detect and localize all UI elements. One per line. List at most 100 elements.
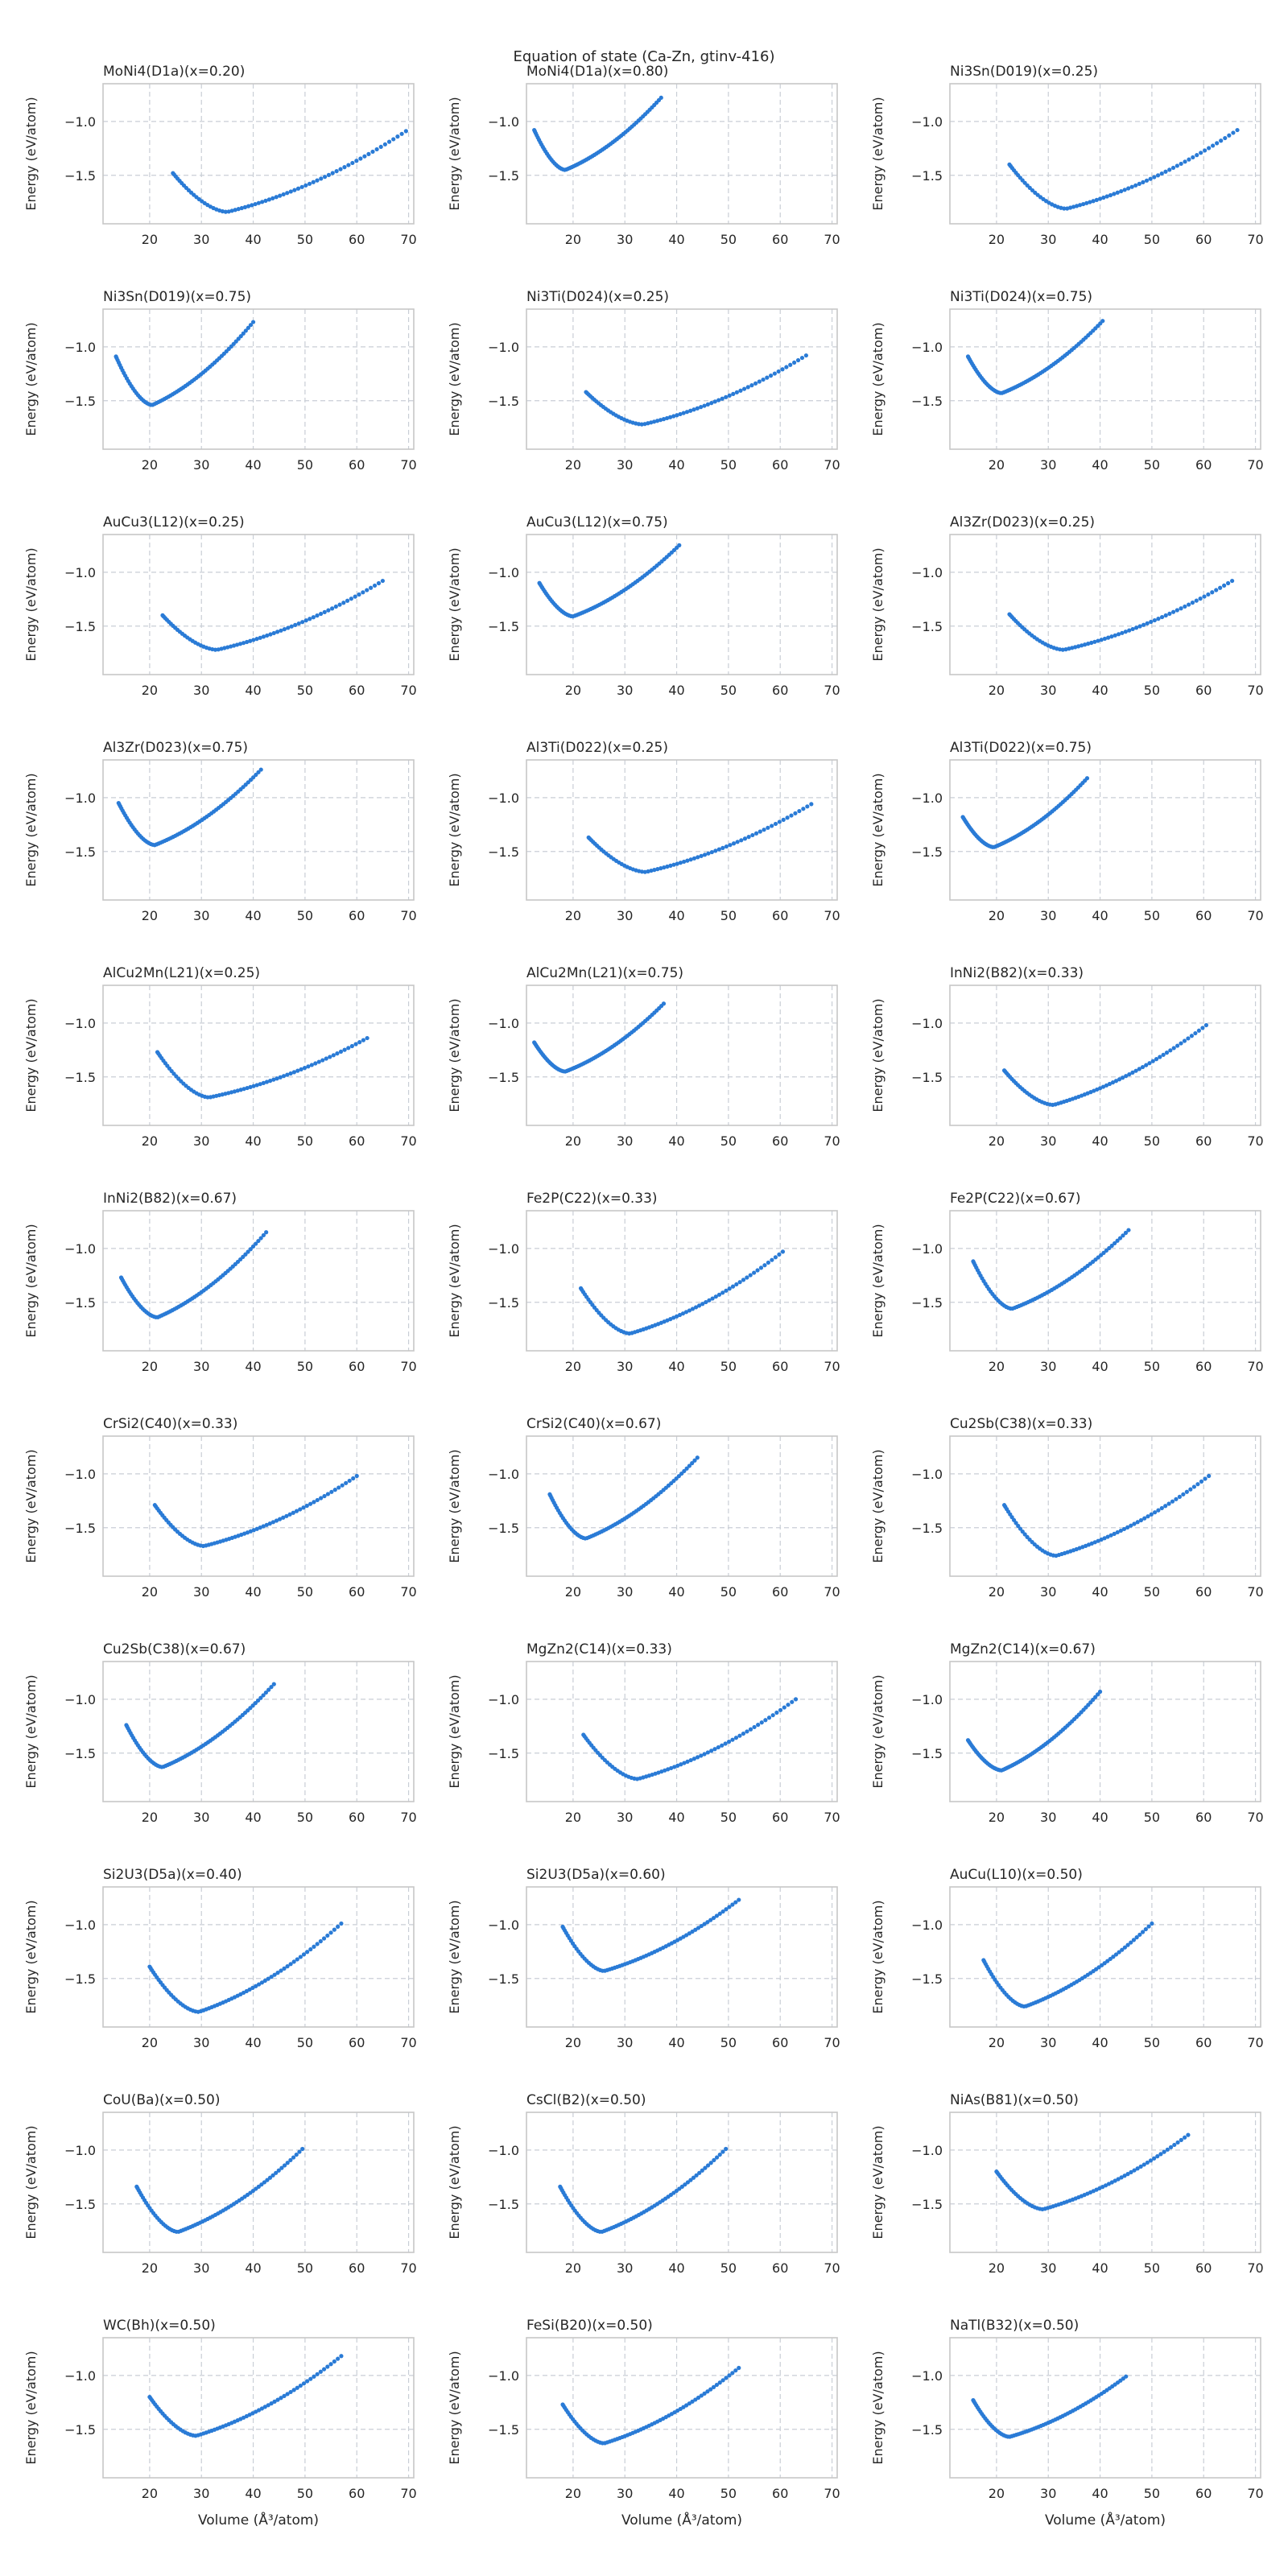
data-point	[680, 1311, 686, 1316]
subplot-title: Ni3Ti(D024)(x=0.75)	[950, 289, 1092, 305]
subplot-panel: NiAs(B81)(x=0.50) 20 30 40 50 60 70 −1.0 −1.5 Ene…	[870, 2092, 1264, 2276]
data-point	[1132, 2168, 1137, 2173]
y-tick-label: −1.0	[488, 1241, 519, 1257]
data-point	[1141, 622, 1146, 627]
data-point	[344, 1480, 349, 1485]
x-tick-label: 30	[1040, 683, 1056, 698]
data-point	[1138, 1517, 1144, 1523]
data-point	[785, 815, 790, 820]
data-point	[737, 1897, 741, 1902]
data-point	[1134, 625, 1139, 630]
y-tick-label: −1.5	[64, 394, 96, 409]
subplot-title: MgZn2(C14)(x=0.67)	[950, 1641, 1096, 1657]
data-point	[1158, 1055, 1162, 1059]
subplot-title: MoNi4(D1a)(x=0.80)	[526, 64, 668, 80]
data-point	[1171, 1046, 1176, 1051]
data-point	[671, 862, 676, 867]
data-point	[1181, 1492, 1186, 1496]
x-tick-label: 70	[400, 2035, 416, 2050]
plot-frame	[526, 1661, 838, 1802]
data-point	[746, 835, 751, 840]
x-tick-label: 30	[1040, 2035, 1056, 2050]
x-tick-label: 20	[989, 2035, 1005, 2050]
y-axis-label: Energy (eV/atom)	[870, 1224, 886, 1337]
data-point	[694, 2173, 699, 2178]
data-point	[337, 602, 342, 607]
data-point	[702, 403, 707, 408]
data-point	[1115, 1530, 1120, 1535]
data-point	[256, 770, 261, 774]
subplot-panel: CrSi2(C40)(x=0.33) 20 30 40 50 60 70 −1.0 −1.5 En…	[23, 1416, 417, 1600]
x-tick-label: 20	[989, 683, 1005, 698]
data-point	[678, 861, 683, 865]
data-point	[726, 1740, 732, 1744]
data-point	[365, 1035, 369, 1041]
x-tick-label: 60	[1195, 1810, 1212, 1825]
data-point	[1108, 192, 1113, 198]
data-point	[1170, 1499, 1175, 1504]
data-point	[756, 1723, 761, 1728]
data-point	[338, 167, 343, 171]
data-point	[272, 1972, 277, 1977]
data-point	[720, 1909, 725, 1914]
y-tick-label: −1.5	[488, 1070, 519, 1085]
data-point	[717, 1911, 722, 1916]
data-point	[1206, 592, 1211, 597]
data-point	[1137, 624, 1142, 629]
data-point	[288, 189, 293, 194]
data-point	[1135, 1520, 1140, 1525]
data-point	[1184, 1489, 1189, 1494]
data-point	[284, 1513, 289, 1518]
x-tick-label: 40	[1092, 1810, 1108, 1825]
data-point	[688, 2178, 693, 2182]
y-tick-label: −1.0	[64, 1016, 96, 1031]
data-point	[1191, 155, 1195, 160]
data-point	[661, 417, 667, 422]
data-point	[288, 1962, 293, 1967]
data-point	[267, 2175, 273, 2180]
y-tick-label: −1.0	[911, 340, 943, 355]
data-point	[745, 1729, 749, 1734]
data-point	[1195, 153, 1199, 158]
data-point	[325, 1492, 331, 1496]
data-point	[1109, 1243, 1114, 1249]
x-tick-label: 40	[1092, 2260, 1108, 2276]
x-tick-label: 40	[245, 2260, 261, 2276]
y-axis-label: Energy (eV/atom)	[870, 2351, 886, 2464]
data-point	[1091, 199, 1096, 204]
x-tick-label: 30	[617, 2260, 633, 2276]
data-point	[236, 336, 241, 341]
data-point	[781, 817, 786, 822]
x-tick-label: 30	[617, 2035, 633, 2050]
data-point	[752, 1724, 757, 1730]
data-point	[1163, 169, 1168, 174]
x-tick-label: 30	[193, 1133, 209, 1149]
y-tick-label: −1.0	[64, 1692, 96, 1707]
data-point	[301, 2381, 307, 2386]
x-tick-label: 30	[193, 2035, 209, 2050]
x-tick-label: 70	[400, 2486, 416, 2501]
data-point	[664, 415, 670, 421]
data-point	[773, 1255, 778, 1260]
data-point	[1097, 196, 1103, 201]
data-point	[245, 639, 250, 645]
data-point	[1172, 2142, 1177, 2148]
data-point	[1150, 1921, 1154, 1926]
subplot-title: CoU(Ba)(x=0.50)	[103, 2092, 220, 2108]
data-point	[1159, 614, 1165, 620]
data-point	[346, 1046, 351, 1051]
y-tick-label: −1.0	[64, 1467, 96, 1482]
x-tick-label: 30	[617, 1810, 633, 1825]
x-tick-label: 40	[668, 232, 684, 247]
data-point	[254, 1083, 259, 1088]
x-tick-label: 30	[1040, 2486, 1056, 2501]
y-tick-label: −1.0	[488, 2368, 519, 2384]
data-point	[332, 2359, 336, 2364]
data-point	[690, 1461, 695, 1466]
data-point	[1089, 640, 1094, 646]
x-tick-label: 20	[142, 232, 158, 247]
data-point	[682, 859, 687, 865]
data-point	[251, 1528, 256, 1533]
data-point	[258, 635, 262, 640]
